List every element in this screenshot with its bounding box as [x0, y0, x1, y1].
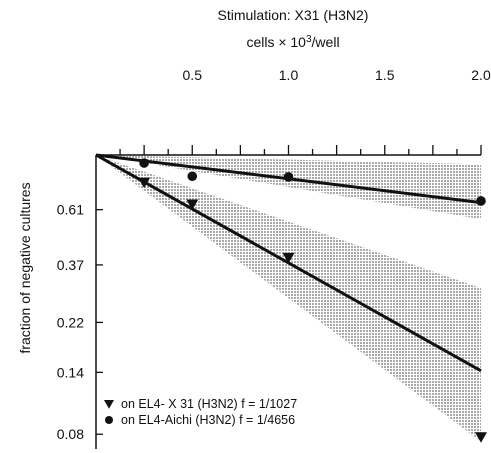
data-point-series-1 [186, 199, 199, 211]
legend-marker-1 [104, 400, 114, 409]
x-tick-label: 2.0 [471, 67, 491, 83]
data-point-series-1 [138, 177, 151, 189]
confidence-band-1 [96, 155, 481, 442]
x-axis-label: cells × 103/well [246, 34, 339, 51]
confidence-bands [96, 155, 481, 442]
legend: on EL4- X 31 (H3N2) f = 1/1027 on EL4-Aic… [104, 397, 297, 427]
data-point-series-1 [475, 432, 487, 443]
y-tick-label: 0.37 [57, 257, 84, 273]
x-tick-label: 1.0 [279, 67, 299, 83]
y-tick-label: 0.22 [57, 314, 84, 330]
y-tick-label: 0.08 [57, 426, 84, 442]
y-tick-label: 0.61 [57, 202, 84, 218]
data-points [138, 158, 487, 443]
data-point-series-2 [139, 158, 149, 168]
confidence-band-2 [96, 155, 481, 220]
data-point-series-1 [282, 252, 295, 264]
data-point-series-2 [476, 196, 486, 206]
axes: 0.5 1.0 1.5 2.0 0.61 0.37 0.22 0.14 0.08 [57, 67, 491, 449]
y-tick-label: 0.14 [57, 364, 84, 380]
y-axis-label: fraction of negative cultures [17, 182, 33, 353]
x-tick-label: 0.5 [183, 67, 203, 83]
legend-marker-2 [105, 416, 113, 424]
x-tick-label: 1.5 [375, 67, 395, 83]
legend-label-1: on EL4- X 31 (H3N2) f = 1/1027 [121, 397, 297, 411]
data-point-series-2 [187, 171, 198, 182]
data-point-series-2 [283, 172, 294, 182]
legend-label-2: on EL4-Aichi (H3N2) f = 1/4656 [121, 413, 295, 427]
chart-title: Stimulation: X31 (H3N2) [218, 7, 369, 23]
